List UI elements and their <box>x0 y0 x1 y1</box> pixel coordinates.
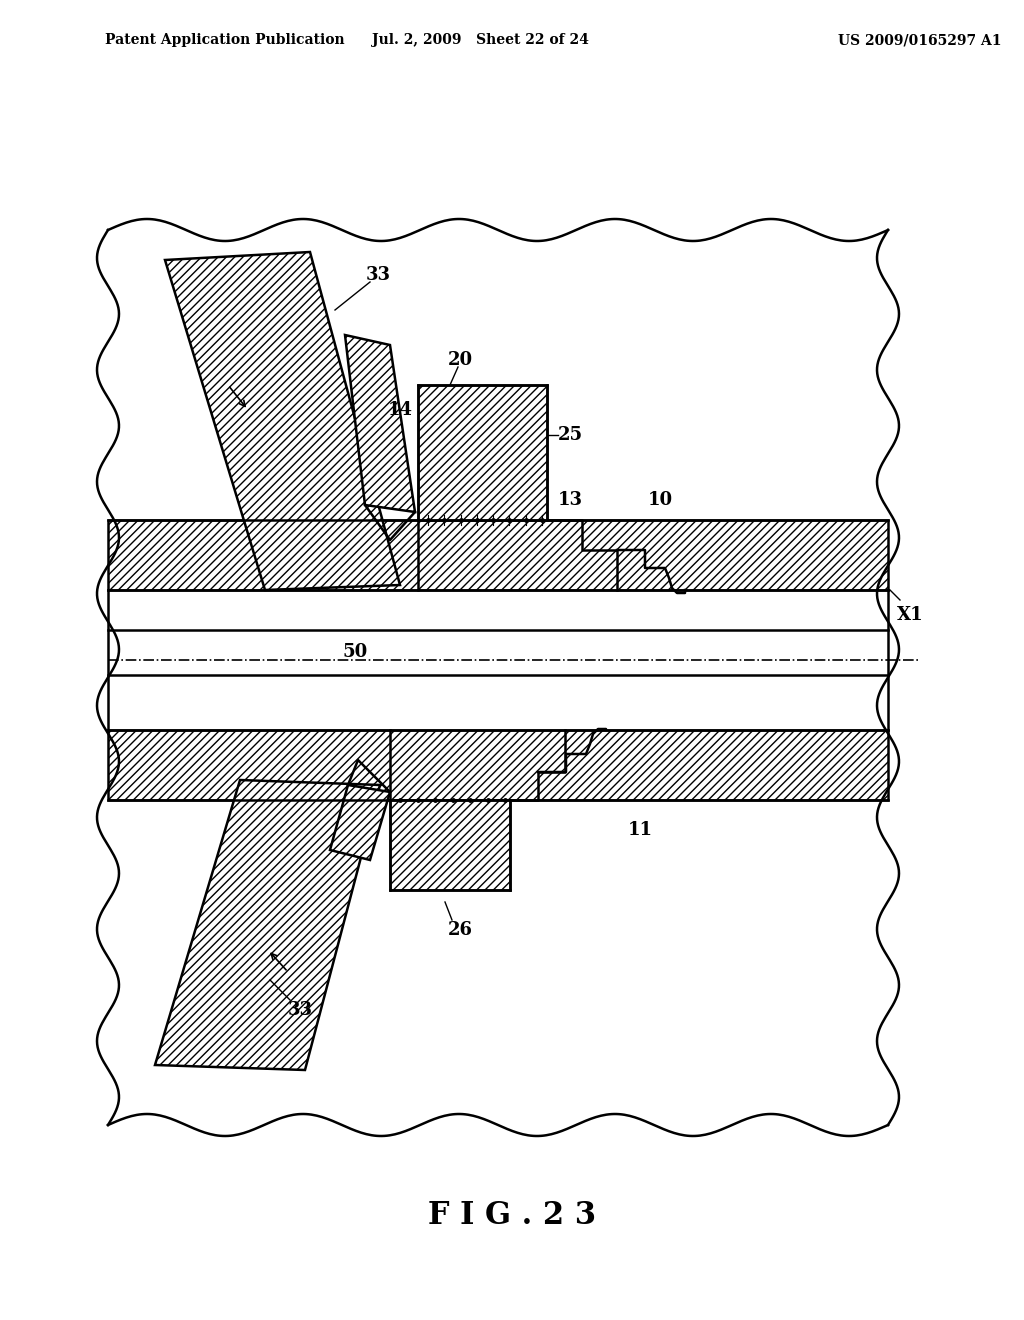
Text: 20: 20 <box>447 351 472 370</box>
Text: F I G . 2 3: F I G . 2 3 <box>428 1200 596 1230</box>
Text: 50: 50 <box>342 643 368 661</box>
Polygon shape <box>390 800 510 890</box>
Text: Patent Application Publication: Patent Application Publication <box>105 33 345 48</box>
Text: Jul. 2, 2009   Sheet 22 of 24: Jul. 2, 2009 Sheet 22 of 24 <box>372 33 589 48</box>
Polygon shape <box>165 252 400 590</box>
Text: 33: 33 <box>366 267 390 284</box>
Text: X1: X1 <box>897 606 924 624</box>
Text: 13: 13 <box>557 491 583 510</box>
Polygon shape <box>108 730 888 800</box>
Polygon shape <box>155 780 380 1071</box>
Polygon shape <box>345 335 415 512</box>
Text: 11: 11 <box>628 821 652 840</box>
Polygon shape <box>418 385 547 520</box>
Polygon shape <box>108 520 888 590</box>
Text: 26: 26 <box>447 921 472 939</box>
Text: US 2009/0165297 A1: US 2009/0165297 A1 <box>839 33 1001 48</box>
Text: 25: 25 <box>557 426 583 444</box>
Text: 10: 10 <box>647 491 673 510</box>
Text: 33: 33 <box>288 1001 312 1019</box>
Polygon shape <box>330 785 390 861</box>
Text: 14: 14 <box>387 401 413 418</box>
